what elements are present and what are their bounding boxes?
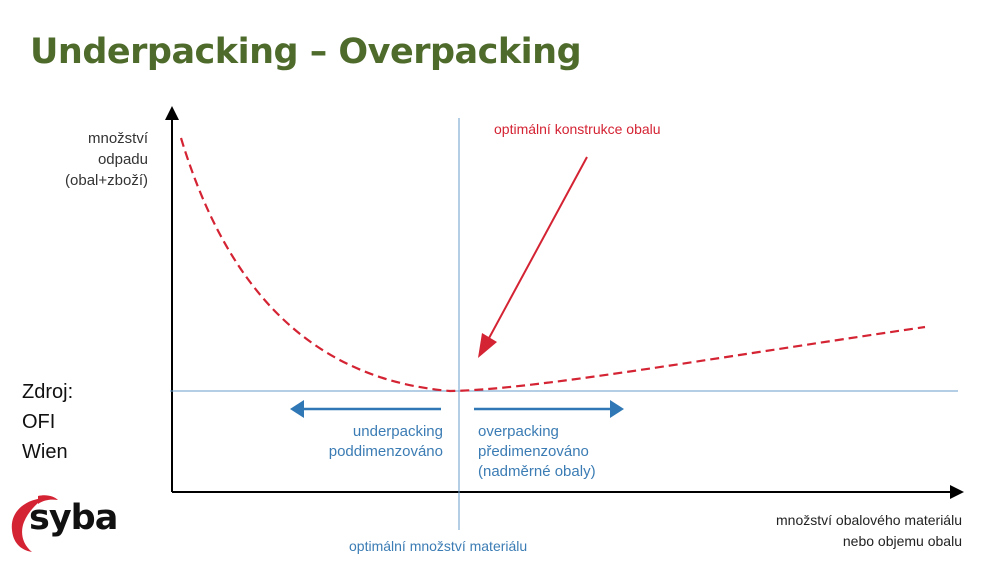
y-axis-label-line: odpadu	[97, 151, 148, 168]
x-axis-arrowhead	[950, 485, 964, 499]
waste-curve	[179, 137, 926, 393]
syba-logo-swoosh	[11, 495, 58, 552]
overpacking-arrowhead	[610, 400, 624, 418]
source-line: Zdroj:	[22, 381, 74, 403]
y-axis-label-line: množství	[87, 130, 148, 147]
x-axis-label: množství obalového materiálu nebo objemu…	[776, 510, 962, 552]
x-axis-label-line: množství obalového materiálu	[776, 512, 962, 528]
y-axis-arrowhead	[165, 106, 179, 120]
x-axis-label-line: nebo objemu obalu	[842, 533, 962, 549]
underpacking-arrowhead	[290, 400, 304, 418]
overpacking-label-line: (nadměrné obaly)	[478, 463, 596, 480]
source-note: Zdroj: OFI Wien	[22, 377, 73, 467]
source-line: OFI	[22, 411, 56, 433]
underpacking-label-line: underpacking	[352, 423, 443, 440]
underpacking-label-line: poddimenzováno	[328, 443, 443, 460]
optimal-design-arrowhead	[478, 333, 497, 358]
overpacking-label: overpacking předimenzováno (nadměrné oba…	[478, 422, 596, 482]
y-axis-label-line: (obal+zboží)	[65, 172, 148, 189]
source-line: Wien	[22, 441, 68, 463]
optimal-design-label: optimální konstrukce obalu	[494, 121, 661, 137]
y-axis-label: množství odpadu (obal+zboží)	[60, 128, 148, 191]
optimal-design-arrow	[487, 156, 588, 341]
syba-logo-text: syba	[29, 498, 118, 538]
overpacking-label-line: předimenzováno	[478, 443, 589, 460]
page-title: Underpacking – Overpacking	[30, 32, 582, 72]
underpacking-label: underpacking poddimenzováno	[300, 422, 443, 462]
overpacking-label-line: overpacking	[478, 423, 559, 440]
optimal-material-label: optimální množství materiálu	[349, 538, 528, 554]
